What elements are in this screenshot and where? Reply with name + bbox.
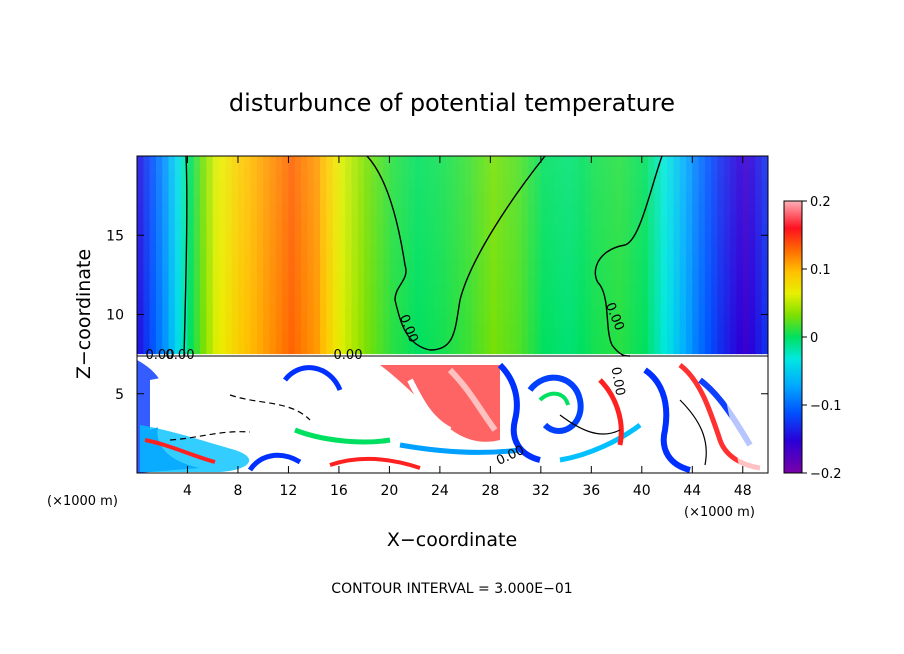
- contour-label: 0.00: [146, 348, 175, 363]
- zero-contour-right: [594, 156, 663, 357]
- lower-layer-turbulence: [137, 360, 768, 473]
- x-tick-label: 32: [532, 483, 550, 499]
- x-axis-label: X−coordinate: [387, 529, 517, 551]
- zero-contour-center: [366, 156, 546, 351]
- contour-label: 0.00: [166, 348, 195, 363]
- colorbar-tick-label: 0.1: [810, 263, 831, 278]
- y-axis: 5 10 15: [106, 228, 768, 403]
- x-tick-label: 44: [683, 483, 701, 499]
- x-tick-label: 16: [330, 483, 348, 499]
- colorbar-tick-label: 0: [810, 331, 818, 346]
- x-tick-label: 36: [582, 483, 600, 499]
- y-axis-label: Z−coordinate: [73, 249, 95, 379]
- colorbar-scale: [783, 200, 803, 474]
- zero-contour-left: [183, 156, 188, 357]
- plot-area: 0.00 0.000.00 0.000.000.000.00: [137, 156, 768, 473]
- x-tick-label: 4: [183, 483, 192, 499]
- x-unit-label-right: (×1000 m): [684, 505, 755, 520]
- colorbar-tick-label: −0.2: [810, 467, 842, 482]
- x-tick-label: 40: [633, 483, 651, 499]
- contour-label: 0.00: [334, 348, 363, 363]
- y-tick-label: 5: [115, 387, 124, 403]
- y-tick-label: 15: [106, 228, 124, 244]
- x-tick-label: 48: [734, 483, 752, 499]
- x-tick-label: 20: [380, 483, 398, 499]
- x-axis: 4 8 12 16 20 24 28 32 36 40 44 48: [183, 156, 752, 499]
- colorbar-tick-label: −0.1: [810, 399, 842, 414]
- upper-layer-shading: [137, 156, 768, 356]
- colorbar-ticks: 0.2 0.1 0 −0.1 −0.2: [802, 195, 842, 482]
- x-tick-label: 28: [481, 483, 499, 499]
- chart-title: disturbunce of potential temperature: [229, 89, 675, 117]
- x-tick-label: 8: [233, 483, 242, 499]
- x-tick-label: 12: [280, 483, 298, 499]
- x-tick-label: 24: [431, 483, 449, 499]
- colorbar-tick-label: 0.2: [810, 195, 831, 210]
- contour-interval-note: CONTOUR INTERVAL = 3.000E−01: [331, 581, 572, 597]
- y-tick-label: 10: [106, 308, 124, 324]
- x-unit-label-left: (×1000 m): [47, 494, 118, 509]
- colorbar: 0.2 0.1 0 −0.1 −0.2: [783, 195, 842, 482]
- contour-label: 0.00: [608, 366, 628, 397]
